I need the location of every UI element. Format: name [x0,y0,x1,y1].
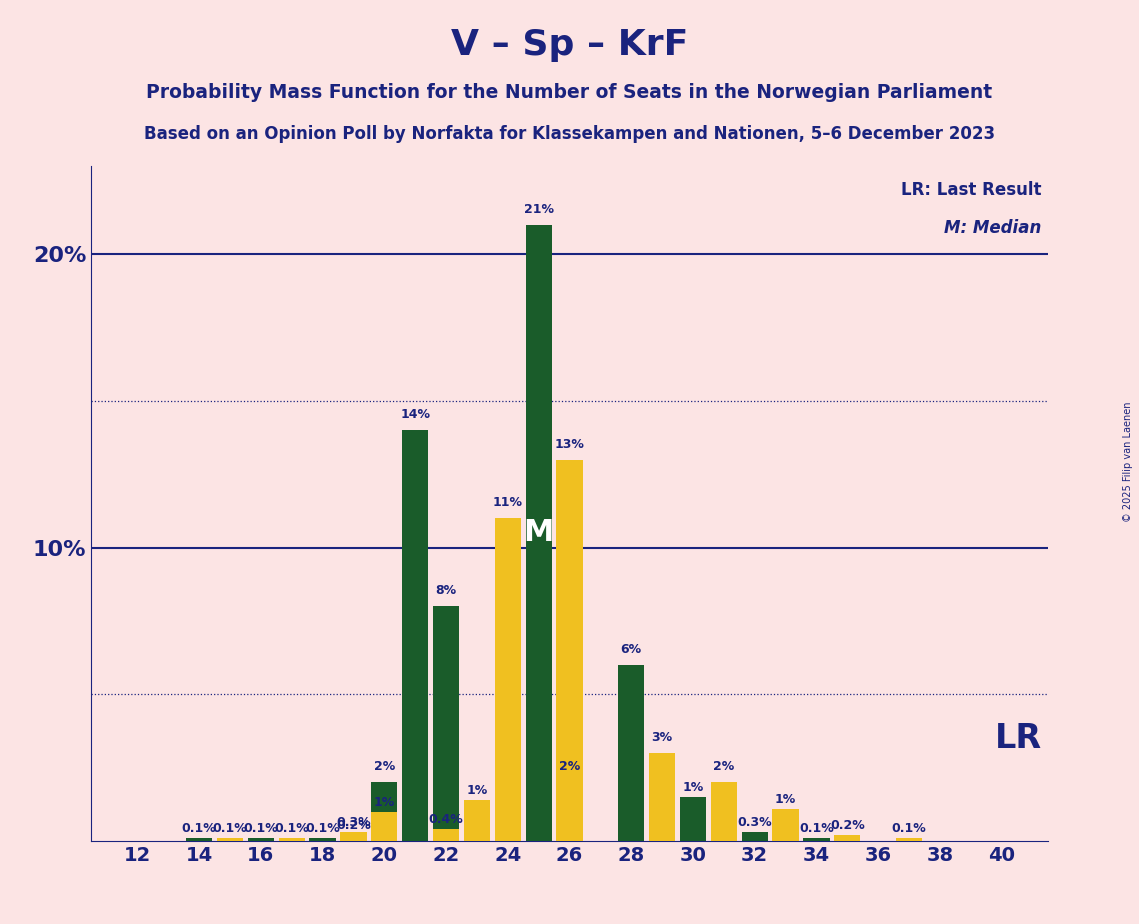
Text: 2%: 2% [559,760,580,773]
Text: 0.4%: 0.4% [428,813,464,826]
Text: 1%: 1% [775,793,796,806]
Text: 0.1%: 0.1% [305,822,339,835]
Text: © 2025 Filip van Laenen: © 2025 Filip van Laenen [1123,402,1133,522]
Bar [803,838,829,841]
Text: 6%: 6% [621,643,641,656]
Text: 0.1%: 0.1% [274,822,309,835]
Bar [216,838,243,841]
Text: 0.1%: 0.1% [213,822,247,835]
Text: 0.1%: 0.1% [800,822,834,835]
Bar [834,835,860,841]
Text: 13%: 13% [555,438,584,451]
Bar [494,518,521,841]
Bar [279,838,305,841]
Bar [186,838,212,841]
Bar [556,459,583,841]
Text: 1%: 1% [682,781,704,794]
Text: LR: LR [994,722,1042,755]
Bar [649,753,675,841]
Bar [371,811,398,841]
Text: 1%: 1% [374,796,395,808]
Bar [525,225,551,841]
Text: M: Median: M: Median [944,219,1042,237]
Bar [341,835,367,841]
Text: 0.1%: 0.1% [182,822,216,835]
Text: 11%: 11% [493,496,523,509]
Text: 0.1%: 0.1% [892,822,926,835]
Bar [402,431,428,841]
Bar [556,783,583,841]
Text: Based on an Opinion Poll by Norfakta for Klassekampen and Nationen, 5–6 December: Based on an Opinion Poll by Norfakta for… [144,125,995,142]
Bar [464,800,490,841]
Text: 3%: 3% [652,731,673,744]
Bar [680,796,706,841]
Bar [741,832,768,841]
Text: Probability Mass Function for the Number of Seats in the Norwegian Parliament: Probability Mass Function for the Number… [147,83,992,103]
Text: 0.1%: 0.1% [244,822,278,835]
Text: 0.2%: 0.2% [336,819,371,832]
Text: 0.3%: 0.3% [336,816,371,829]
Bar [711,783,737,841]
Text: 21%: 21% [524,203,554,216]
Bar [371,783,398,841]
Bar [896,838,923,841]
Text: M: M [524,518,554,547]
Bar [433,829,459,841]
Text: 8%: 8% [435,584,457,598]
Bar [341,832,367,841]
Text: 0.3%: 0.3% [737,816,772,829]
Bar [248,838,274,841]
Bar [310,838,336,841]
Text: 1%: 1% [466,784,487,796]
Bar [618,665,645,841]
Text: 2%: 2% [374,760,395,773]
Text: LR: Last Result: LR: Last Result [901,181,1042,199]
Bar [433,606,459,841]
Text: 14%: 14% [400,408,431,421]
Text: 2%: 2% [713,760,735,773]
Text: V – Sp – KrF: V – Sp – KrF [451,28,688,62]
Text: 0.2%: 0.2% [830,819,865,832]
Bar [772,808,798,841]
